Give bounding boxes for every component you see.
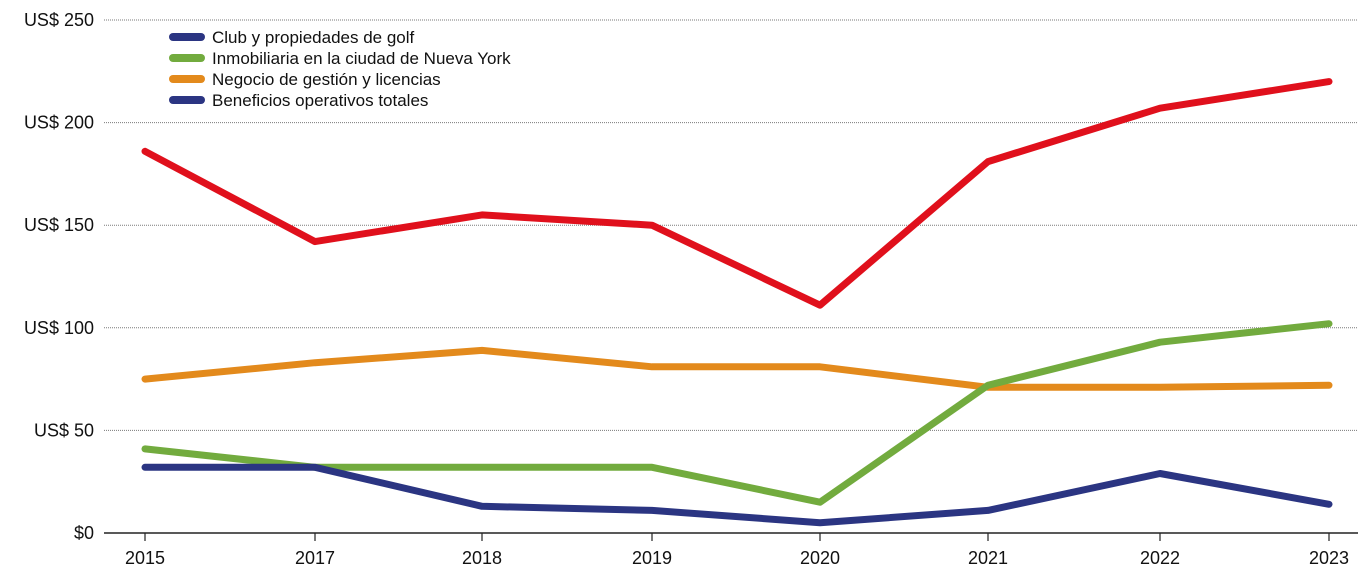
series-line-3 [141, 463, 1333, 527]
x-axis-ticks: 2015 2017 2018 2019 2020 2021 2022 2023 [125, 533, 1349, 568]
legend-item: Negocio de gestión y licencias [169, 70, 441, 89]
legend-label: Inmobiliaria en la ciudad de Nueva York [212, 49, 511, 68]
y-tick-label: US$ 150 [24, 215, 94, 235]
x-tick-label: 2017 [295, 548, 335, 568]
x-tick-label: 2023 [1309, 548, 1349, 568]
legend-label: Beneficios operativos totales [212, 91, 428, 110]
y-tick-label: US$ 100 [24, 318, 94, 338]
x-tick-label: 2019 [632, 548, 672, 568]
series-line-0 [141, 78, 1333, 309]
y-axis-ticks: $0 US$ 50 US$ 100 US$ 150 US$ 200 US$ 250 [24, 10, 94, 543]
grid-layer [104, 19, 1358, 534]
x-tick-label: 2020 [800, 548, 840, 568]
x-tick-label: 2021 [968, 548, 1008, 568]
legend: Club y propiedades de golf Inmobiliaria e… [169, 28, 511, 110]
series-line-1 [141, 346, 1333, 391]
y-tick-label: $0 [74, 523, 94, 543]
y-tick-label: US$ 250 [24, 10, 94, 30]
series-line-2 [141, 320, 1333, 506]
legend-label: Negocio de gestión y licencias [212, 70, 441, 89]
legend-item: Beneficios operativos totales [169, 91, 428, 110]
x-tick-label: 2015 [125, 548, 165, 568]
x-tick-label: 2022 [1140, 548, 1180, 568]
legend-item: Inmobiliaria en la ciudad de Nueva York [169, 49, 511, 68]
legend-item: Club y propiedades de golf [169, 28, 415, 47]
series-layer [141, 78, 1333, 527]
x-tick-label: 2018 [462, 548, 502, 568]
y-tick-label: US$ 200 [24, 113, 94, 133]
legend-label: Club y propiedades de golf [212, 28, 415, 47]
y-tick-label: US$ 50 [34, 420, 94, 440]
